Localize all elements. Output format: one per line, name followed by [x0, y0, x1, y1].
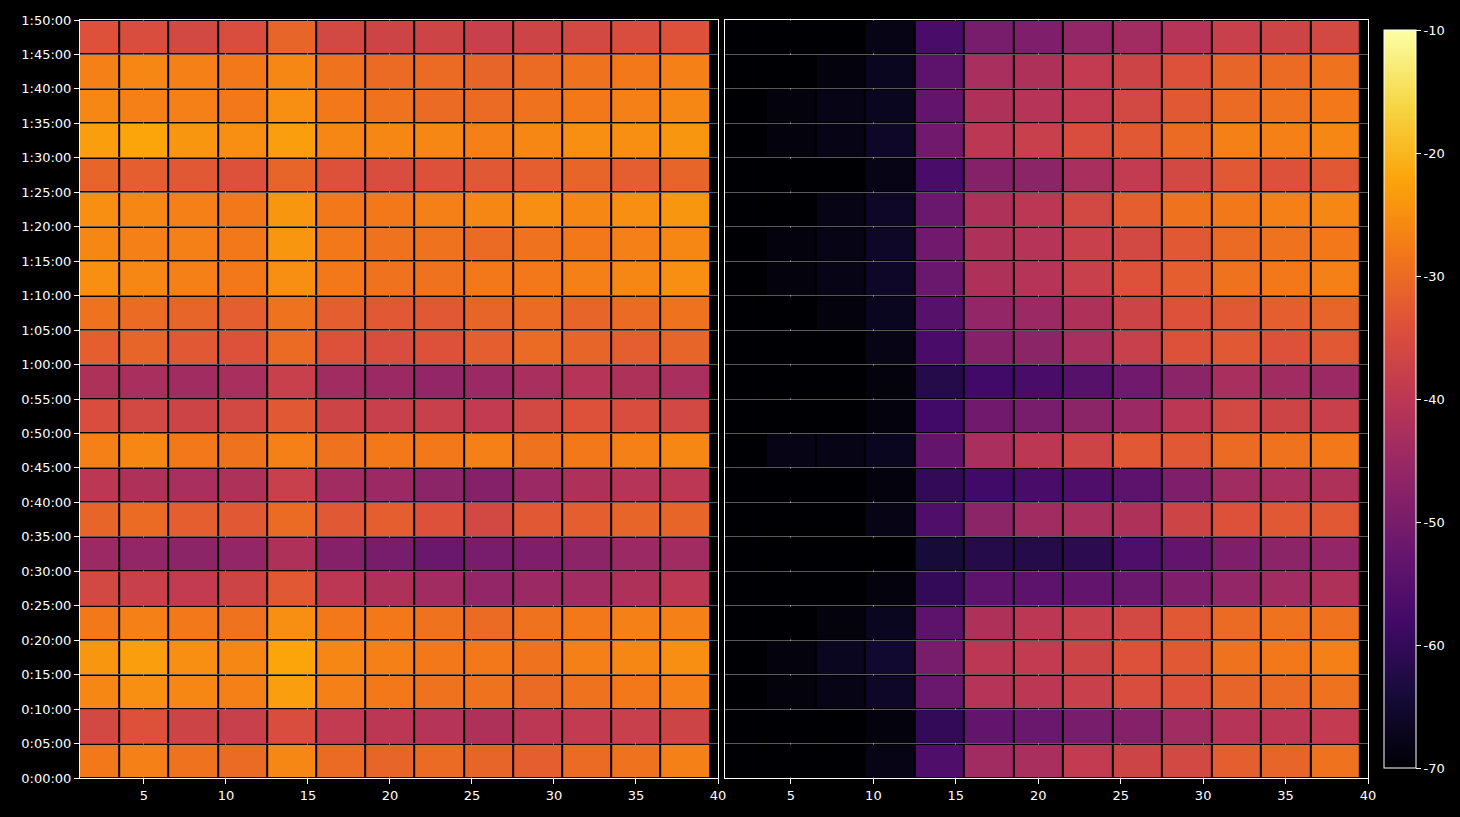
svg-text:25: 25 [1112, 788, 1129, 803]
svg-text:1:35:00: 1:35:00 [21, 116, 71, 131]
svg-text:15: 15 [948, 788, 965, 803]
svg-text:0:10:00: 0:10:00 [21, 702, 71, 717]
svg-text:0:25:00: 0:25:00 [21, 598, 71, 613]
svg-text:-70: -70 [1424, 761, 1445, 776]
svg-text:0:30:00: 0:30:00 [21, 564, 71, 579]
svg-text:-30: -30 [1424, 269, 1445, 284]
svg-text:1:00:00: 1:00:00 [21, 357, 71, 372]
svg-text:0:35:00: 0:35:00 [21, 529, 71, 544]
svg-text:0:40:00: 0:40:00 [21, 495, 71, 510]
svg-text:1:20:00: 1:20:00 [21, 219, 71, 234]
svg-text:10: 10 [865, 788, 882, 803]
svg-text:40: 40 [1360, 788, 1377, 803]
svg-text:-20: -20 [1424, 146, 1445, 161]
svg-text:-60: -60 [1424, 638, 1445, 653]
svg-text:35: 35 [1277, 788, 1294, 803]
svg-text:1:30:00: 1:30:00 [21, 150, 71, 165]
svg-text:40: 40 [710, 788, 727, 803]
svg-text:1:45:00: 1:45:00 [21, 47, 71, 62]
svg-text:1:50:00: 1:50:00 [21, 13, 71, 28]
svg-text:1:25:00: 1:25:00 [21, 185, 71, 200]
svg-text:5: 5 [140, 788, 148, 803]
svg-text:20: 20 [1030, 788, 1047, 803]
svg-text:10: 10 [218, 788, 235, 803]
svg-text:-10: -10 [1424, 23, 1445, 38]
svg-text:1:40:00: 1:40:00 [21, 81, 71, 96]
svg-text:-50: -50 [1424, 515, 1445, 530]
svg-text:-40: -40 [1424, 392, 1445, 407]
svg-text:0:05:00: 0:05:00 [21, 736, 71, 751]
svg-text:15: 15 [300, 788, 317, 803]
svg-text:1:05:00: 1:05:00 [21, 323, 71, 338]
svg-text:0:55:00: 0:55:00 [21, 392, 71, 407]
svg-text:0:15:00: 0:15:00 [21, 667, 71, 682]
svg-text:5: 5 [787, 788, 795, 803]
svg-text:30: 30 [546, 788, 563, 803]
svg-text:30: 30 [1195, 788, 1212, 803]
svg-text:1:15:00: 1:15:00 [21, 254, 71, 269]
svg-text:25: 25 [464, 788, 481, 803]
svg-text:0:20:00: 0:20:00 [21, 633, 71, 648]
svg-text:20: 20 [382, 788, 399, 803]
svg-text:0:00:00: 0:00:00 [21, 771, 71, 786]
svg-text:35: 35 [628, 788, 645, 803]
svg-text:0:50:00: 0:50:00 [21, 426, 71, 441]
svg-text:1:10:00: 1:10:00 [21, 288, 71, 303]
svg-text:0:45:00: 0:45:00 [21, 460, 71, 475]
